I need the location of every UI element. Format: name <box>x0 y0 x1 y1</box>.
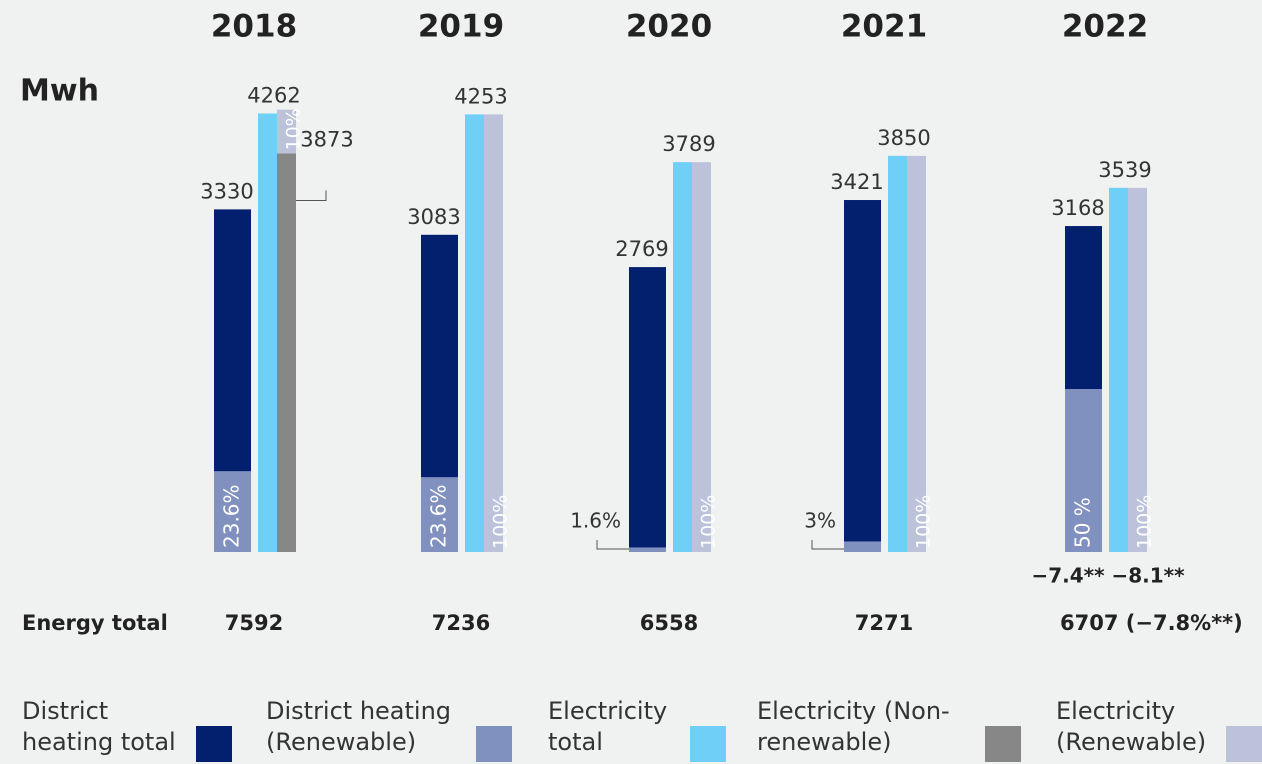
legend-label: Electricity (Renewable) <box>1056 697 1207 756</box>
data-label: 3083 <box>407 205 460 229</box>
energy-total: 6558 <box>640 611 698 635</box>
legend-swatch <box>1226 726 1262 762</box>
data-label: 50 % <box>1071 497 1095 548</box>
energy-total: 7271 <box>855 611 913 635</box>
bar-segment <box>214 471 251 552</box>
x-tick-label: 2018 <box>211 9 297 45</box>
legend-label: Electricity (Non-renewable) <box>757 697 950 756</box>
legend-label: Electricity total <box>548 697 668 756</box>
data-label: 3789 <box>662 132 715 156</box>
data-label: 100% <box>698 495 720 549</box>
energy-total-label: Energy total <box>22 611 168 635</box>
legend-swatch <box>985 726 1021 762</box>
bar-segment <box>692 162 711 553</box>
data-label: 3850 <box>877 126 930 150</box>
bar <box>844 200 881 553</box>
energy-total: 6707 (−7.8%**) <box>1060 611 1243 635</box>
bar-segment <box>1065 389 1102 552</box>
legend-label: District heating total <box>22 697 176 756</box>
data-label: 3539 <box>1098 158 1151 182</box>
energy-total: 7236 <box>432 611 490 635</box>
legend-swatch <box>476 726 512 762</box>
data-label: 10% <box>283 108 305 150</box>
bar <box>888 155 907 552</box>
bar-segment <box>421 477 458 552</box>
bar-segment <box>484 114 503 552</box>
annotation: −7.4** <box>1031 564 1105 588</box>
x-tick-label: 2019 <box>418 9 504 45</box>
data-label: 100% <box>1134 495 1156 549</box>
data-label: 23.6% <box>220 484 244 548</box>
bar-segment <box>277 109 296 154</box>
data-label: 3168 <box>1051 196 1104 220</box>
bar-segment <box>907 155 926 552</box>
leader-line <box>596 540 629 550</box>
bar <box>1109 187 1128 552</box>
data-label: 4253 <box>454 84 507 108</box>
data-label: 3% <box>804 509 836 533</box>
x-tick-label: 2021 <box>841 9 927 45</box>
bar <box>258 113 277 553</box>
data-label: 2769 <box>615 237 668 261</box>
legend-swatch <box>690 726 726 762</box>
data-label: 1.6% <box>570 509 621 533</box>
data-label: 3330 <box>200 179 253 203</box>
bar <box>629 267 666 552</box>
y-axis-label: Mwh <box>20 74 99 109</box>
data-label: 100% <box>913 495 935 549</box>
data-label: 100% <box>490 495 512 549</box>
leader-line <box>296 190 327 202</box>
legend-label: District heating (Renewable) <box>266 697 452 756</box>
bar-segment <box>844 541 881 552</box>
energy-total: 7592 <box>225 611 283 635</box>
legend-swatch <box>196 726 232 762</box>
bar <box>277 153 296 552</box>
annotation: −8.1** <box>1111 564 1185 588</box>
bar-segment <box>1128 187 1147 552</box>
data-label: 23.6% <box>427 484 451 548</box>
bar <box>673 162 692 553</box>
bar <box>465 114 484 552</box>
leader-line <box>811 540 844 550</box>
data-label: 3873 <box>300 128 353 152</box>
data-label: 4262 <box>247 83 300 107</box>
x-tick-label: 2020 <box>626 9 712 45</box>
x-tick-label: 2022 <box>1062 9 1148 45</box>
data-label: 3421 <box>830 170 883 194</box>
bar-segment <box>629 547 666 552</box>
